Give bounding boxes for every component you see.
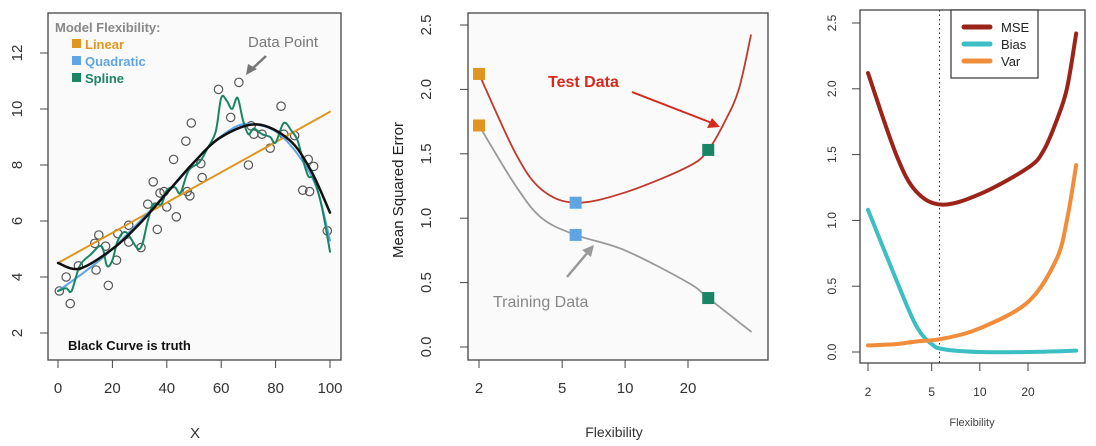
training-arrow	[566, 251, 589, 278]
flexibility-marker	[569, 228, 582, 241]
data-point	[225, 112, 236, 123]
series-bias	[866, 207, 1079, 355]
x-tick-label: 0	[54, 380, 62, 397]
data-point	[148, 177, 158, 187]
y-tick-label: 4	[9, 273, 26, 281]
legend-swatch	[72, 56, 81, 65]
flexibility-marker	[702, 143, 715, 156]
y-tick-label: 2.0	[825, 80, 839, 97]
panel-mse: 2 5 10 20 0.0 0.5 1.0 1.5 2.0 2.5 Test Data Train…	[390, 12, 769, 440]
panel-bias-variance: 2 5 10 20 0.0 0.5 1.0 1.5 2.0 2.5 MSE Bias Var Flex…	[825, 9, 1086, 429]
annotation-test-data: Test Data	[548, 74, 619, 91]
data-point	[181, 136, 191, 146]
data-point	[257, 129, 267, 139]
x-tick-label: 100	[317, 380, 342, 397]
arrow-head-icon	[582, 245, 594, 257]
y-tick-label: 1.0	[418, 208, 435, 229]
legend-label: Spline	[85, 71, 124, 86]
x-axis-label: X	[190, 425, 200, 442]
data-point	[152, 224, 163, 235]
x-tick-label: 10	[973, 385, 987, 399]
y-tick-label: 1.0	[825, 212, 839, 229]
y-tick-label: 2.5	[825, 14, 839, 31]
data-point	[155, 188, 165, 198]
legend-label: Linear	[85, 37, 124, 52]
flexibility-marker	[702, 292, 715, 305]
series-truth	[56, 123, 332, 271]
series-var	[866, 163, 1079, 348]
data-point	[234, 77, 244, 88]
x-tick-label: 20	[680, 380, 697, 397]
data-point	[89, 238, 100, 249]
x-tick-label: 60	[213, 380, 230, 397]
legend-label: Var	[1001, 54, 1021, 69]
y-tick-label: 2	[9, 329, 26, 337]
data-point	[61, 272, 71, 282]
x-tick-label: 80	[267, 380, 284, 397]
data-point	[54, 286, 65, 296]
y-tick-label: 2.5	[418, 15, 435, 36]
data-point	[186, 118, 197, 128]
data-point	[103, 280, 114, 291]
test-arrow	[631, 91, 713, 124]
annotation-training-data: Training Data	[493, 294, 589, 311]
data-point	[91, 265, 101, 275]
x-axis-label: Flexibility	[585, 424, 643, 440]
data-point	[168, 154, 179, 165]
y-tick-label: 0.5	[418, 272, 435, 293]
x-tick-label: 5	[928, 385, 935, 399]
data-point	[185, 191, 195, 201]
y-tick-label: 1.5	[418, 143, 435, 164]
data-point	[171, 212, 182, 222]
y-tick-label: 8	[9, 161, 26, 169]
y-tick-label: 0.0	[825, 343, 839, 360]
x-tick-label: 40	[158, 380, 175, 397]
x-tick-label: 20	[104, 380, 121, 397]
x-axis-label: Flexibility	[949, 417, 995, 429]
x-tick-label: 5	[558, 380, 566, 397]
y-tick-label: 1.5	[825, 146, 839, 163]
x-tick-label: 2	[475, 380, 483, 397]
series-test-data	[478, 34, 752, 204]
y-tick-label: 12	[9, 45, 26, 62]
y-tick-label: 6	[9, 217, 26, 225]
data-point	[297, 185, 308, 195]
data-point	[142, 199, 153, 209]
y-tick-label: 0.0	[418, 337, 435, 358]
series-mse	[866, 31, 1079, 207]
plot-frame	[467, 12, 769, 361]
arrow-head-icon	[707, 118, 720, 128]
legend-label: MSE	[1001, 20, 1030, 35]
legend-title: Model Flexibility:	[55, 20, 160, 35]
y-tick-label: 0.5	[825, 278, 839, 295]
data-point	[213, 84, 224, 95]
arrow-head-icon	[246, 64, 257, 75]
annotation-data-point: Data Point	[248, 34, 319, 51]
y-tick-label: 10	[9, 101, 26, 118]
flexibility-marker	[473, 67, 485, 80]
flexibility-marker	[569, 196, 582, 209]
annotation-truth: Black Curve is truth	[68, 338, 191, 353]
flexibility-marker	[473, 119, 485, 132]
legend-label: Bias	[1001, 37, 1027, 52]
y-tick-label: 2.0	[418, 79, 435, 100]
data-point	[243, 160, 254, 170]
x-tick-label: 2	[865, 385, 872, 399]
y-axis-label: Mean Squared Error	[390, 122, 407, 258]
data-point	[304, 186, 315, 197]
legend-swatch	[72, 39, 81, 48]
legend-swatch	[72, 73, 81, 82]
data-point	[276, 101, 286, 111]
data-point	[65, 298, 76, 309]
x-tick-label: 10	[617, 380, 634, 397]
legend-label: Quadratic	[85, 54, 146, 69]
x-tick-label: 20	[1021, 385, 1035, 399]
